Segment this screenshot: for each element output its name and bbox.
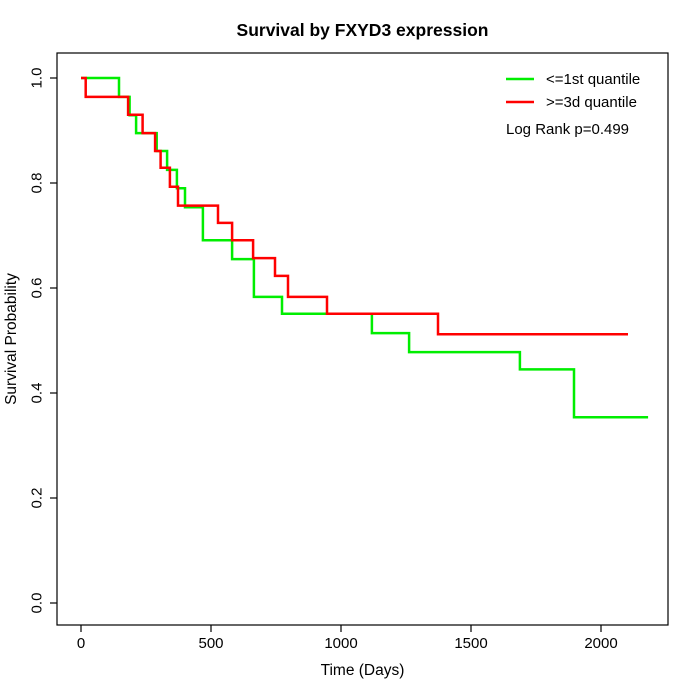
- x-axis-ticks: 0 500 1000 1500 2000: [77, 625, 618, 652]
- x-tick-label: 2000: [584, 635, 617, 652]
- survival-curves: [81, 76, 649, 419]
- y-tick-label: 0.2: [28, 488, 45, 509]
- km-curve-third-quantile: [81, 76, 628, 336]
- km-curve-first-quantile: [81, 76, 649, 419]
- chart-title: Survival by FXYD3 expression: [237, 20, 489, 40]
- y-axis-title: Survival Probability: [3, 273, 20, 405]
- legend-label-third-quantile: >=3d quantile: [546, 94, 637, 111]
- x-tick-label: 1000: [324, 635, 357, 652]
- y-axis-ticks: 0.0 0.2 0.4 0.6 0.8 1.0: [28, 68, 57, 614]
- y-tick-label: 0.4: [28, 383, 45, 404]
- y-tick-label: 1.0: [28, 68, 45, 89]
- legend: <=1st quantile >=3d quantile Log Rank p=…: [506, 71, 640, 138]
- x-axis-title: Time (Days): [321, 662, 405, 679]
- log-rank-annotation: Log Rank p=0.499: [506, 121, 629, 138]
- legend-label-first-quantile: <=1st quantile: [546, 71, 640, 88]
- y-tick-label: 0.6: [28, 278, 45, 299]
- x-tick-label: 500: [198, 635, 223, 652]
- plot-box: [56, 52, 669, 626]
- y-tick-label: 0.0: [28, 593, 45, 614]
- x-tick-label: 1500: [454, 635, 487, 652]
- x-tick-label: 0: [77, 635, 85, 652]
- y-tick-label: 0.8: [28, 173, 45, 194]
